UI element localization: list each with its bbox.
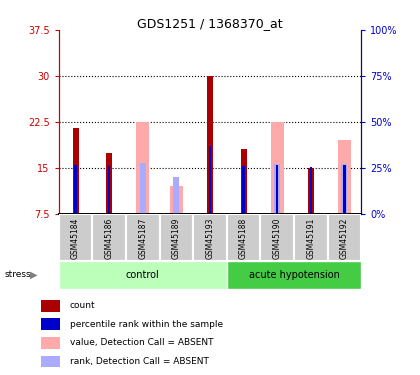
- Text: percentile rank within the sample: percentile rank within the sample: [69, 320, 223, 329]
- Bar: [241, 149, 247, 214]
- Bar: [126, 214, 160, 261]
- Bar: [92, 214, 126, 261]
- Bar: [41, 337, 60, 349]
- Bar: [343, 165, 346, 214]
- Bar: [41, 300, 60, 312]
- Bar: [41, 318, 60, 330]
- Text: ▶: ▶: [30, 270, 38, 280]
- Text: stress: stress: [4, 270, 31, 279]
- Bar: [207, 76, 213, 214]
- Bar: [106, 153, 112, 214]
- Text: GSM45190: GSM45190: [273, 217, 282, 259]
- Bar: [193, 214, 227, 261]
- Bar: [41, 356, 60, 368]
- Bar: [260, 214, 294, 261]
- Text: GSM45187: GSM45187: [138, 217, 147, 259]
- Bar: [242, 166, 245, 214]
- Bar: [294, 214, 328, 261]
- Bar: [328, 214, 361, 261]
- Text: rank, Detection Call = ABSENT: rank, Detection Call = ABSENT: [69, 357, 208, 366]
- Bar: [74, 165, 77, 214]
- Bar: [274, 164, 280, 214]
- Bar: [59, 214, 92, 261]
- Bar: [173, 177, 179, 214]
- Bar: [227, 261, 361, 289]
- Bar: [310, 166, 312, 214]
- Bar: [227, 214, 260, 261]
- Bar: [108, 166, 110, 214]
- Bar: [73, 128, 79, 214]
- Bar: [271, 122, 284, 214]
- Bar: [59, 261, 227, 289]
- Text: GSM45188: GSM45188: [239, 217, 248, 259]
- Bar: [170, 186, 183, 214]
- Text: GSM45184: GSM45184: [71, 217, 80, 259]
- Text: value, Detection Call = ABSENT: value, Detection Call = ABSENT: [69, 339, 213, 347]
- Text: count: count: [69, 302, 95, 310]
- Text: GSM45189: GSM45189: [172, 217, 181, 259]
- Text: GSM45186: GSM45186: [105, 217, 114, 259]
- Bar: [209, 146, 211, 214]
- Bar: [338, 140, 351, 214]
- Bar: [341, 164, 347, 214]
- Text: GSM45193: GSM45193: [205, 217, 215, 259]
- Bar: [276, 165, 278, 214]
- Bar: [136, 122, 149, 214]
- Bar: [160, 214, 193, 261]
- Bar: [308, 168, 314, 214]
- Text: acute hypotension: acute hypotension: [249, 270, 339, 280]
- Text: GSM45191: GSM45191: [306, 217, 315, 259]
- Text: control: control: [126, 270, 160, 280]
- Bar: [140, 163, 146, 214]
- Text: GDS1251 / 1368370_at: GDS1251 / 1368370_at: [137, 17, 283, 30]
- Text: GSM45192: GSM45192: [340, 217, 349, 259]
